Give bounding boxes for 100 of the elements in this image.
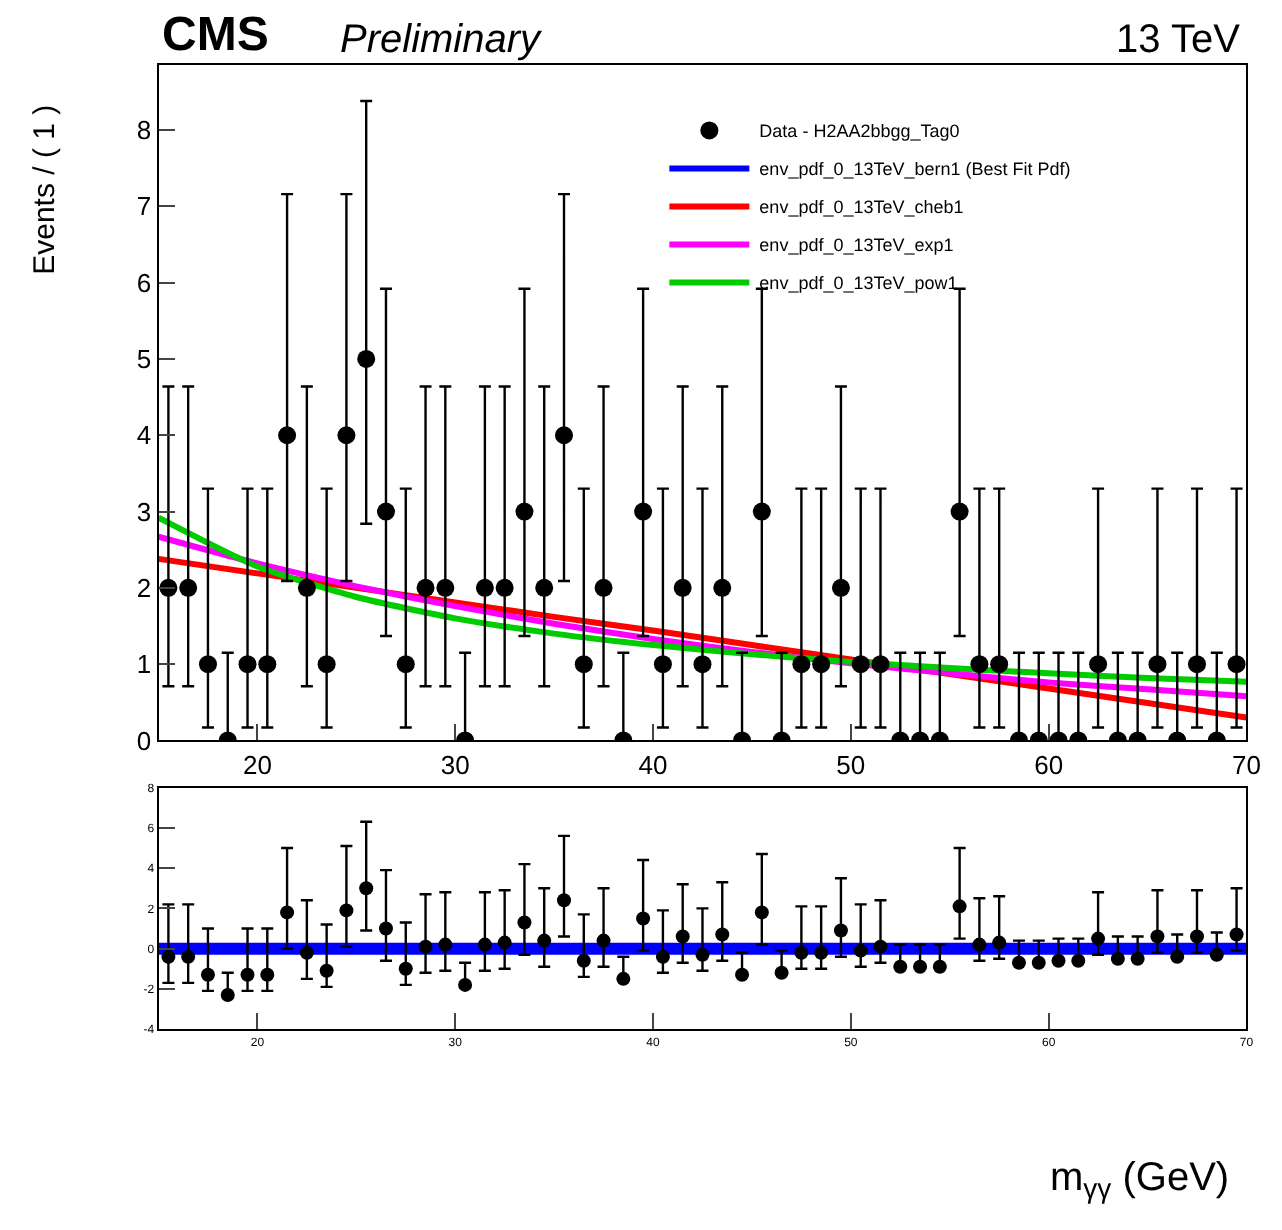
point [1227,655,1246,674]
point [695,947,710,962]
point [398,961,413,976]
x-tick-label: 20 [242,749,272,780]
point [596,933,611,948]
point [319,963,334,978]
point [179,578,198,597]
point [853,943,868,958]
point [339,903,354,918]
y-tick-label: 7 [136,191,152,222]
point [1209,947,1224,962]
point [871,655,890,674]
point [557,893,571,908]
point [972,937,987,952]
point [851,655,870,674]
point [576,953,591,968]
x-tick-label: 70 [1231,749,1261,780]
point [990,655,1009,674]
legend-label: env_pdf_0_13TeV_bern1 (Best Fit Pdf) [759,159,1071,180]
point [675,929,690,944]
point [517,915,532,930]
y-tick-label: 5 [136,344,152,375]
y-tick-label: 0 [136,725,152,756]
point [337,426,356,445]
point [181,949,196,964]
y-tick-label: 4 [136,420,152,451]
point [952,899,967,914]
point [1148,655,1167,674]
point [992,935,1007,950]
point [833,923,848,938]
text: 13 TeV [1116,18,1242,62]
x-tick-label: 50 [836,749,866,780]
point [198,655,217,674]
point [574,655,593,674]
point [260,967,275,982]
point [1051,953,1066,968]
point [376,502,395,521]
point [1229,927,1244,942]
point [200,967,215,982]
y-tick-label: 3 [136,496,152,527]
point [378,921,393,936]
point [831,578,850,597]
point [636,911,651,926]
x-axis-title: m$_{γγ}$ (GeV) [1050,1156,1230,1205]
y-tick-label: 6 [136,267,152,298]
point [418,939,433,954]
point [161,949,176,964]
point [1170,949,1185,964]
point [1089,655,1108,674]
y-tick-label: 8 [136,115,152,146]
point [438,937,453,952]
point [932,959,947,974]
x-tick-label: 60 [1034,749,1064,780]
point [1150,929,1165,944]
point [238,655,257,674]
legend-label: env_pdf_0_13TeV_exp1 [759,235,954,256]
legend-label: env_pdf_0_13TeV_cheb1 [759,197,964,218]
point [873,939,888,954]
point [735,967,750,982]
point [693,655,712,674]
point [634,502,653,521]
point [396,655,415,674]
point [280,905,295,920]
point [715,927,730,942]
point [475,578,494,597]
point [278,426,297,445]
legend-label: env_pdf_0_13TeV_pow1 [759,273,958,294]
point [754,905,769,920]
point [1188,655,1206,674]
point [673,578,692,597]
point [774,965,789,980]
y-tick-label: 2 [136,572,152,603]
point [458,977,473,992]
point [436,578,455,597]
point [616,971,631,986]
x-tick-label: 40 [638,749,668,780]
point [416,578,435,597]
point [1130,951,1145,966]
point [555,426,573,445]
point [537,933,552,948]
point [477,937,492,952]
point [1011,955,1026,970]
chart-title: CMS [162,8,269,62]
x-tick-label: 30 [440,749,470,780]
y-tick-label: 1 [136,649,152,680]
point [792,655,811,674]
point [655,949,670,964]
point [594,578,613,597]
point [1091,931,1106,946]
point [893,959,908,974]
point [297,578,316,597]
point [794,945,809,960]
point [258,655,277,674]
point [1110,951,1125,966]
point [814,945,829,960]
point [713,578,732,597]
point [535,578,554,597]
point [812,655,831,674]
point [359,881,374,896]
point [1031,955,1046,970]
